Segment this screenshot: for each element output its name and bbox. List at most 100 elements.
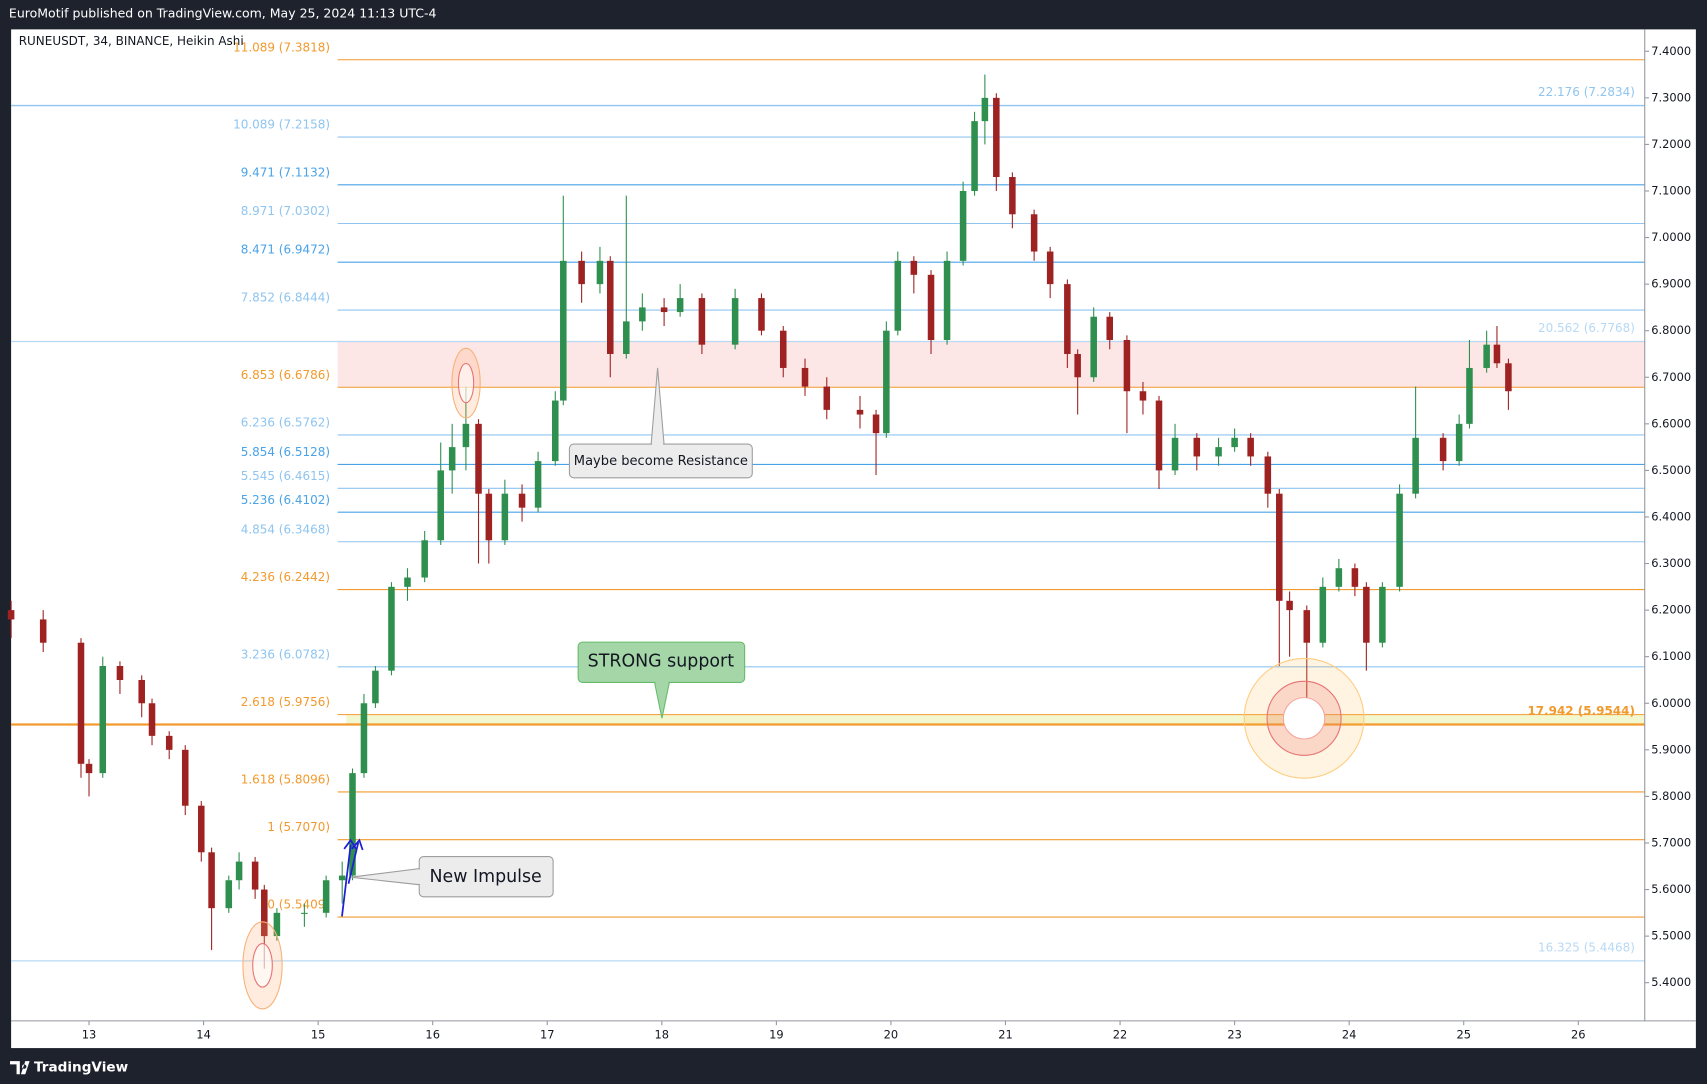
axes [11,29,1696,1022]
fib-label: 10.089 (7.2158) [233,118,330,132]
candle-body [437,470,444,541]
level-label: 22.176 (7.2834) [1538,85,1635,99]
highlight-circles [242,347,1365,1010]
fib-label: 1 (5.7070) [267,820,330,834]
candle-body [225,880,233,909]
candle-body [698,298,706,345]
candle-body [99,666,107,774]
fib-label: 5.545 (6.4615) [241,469,330,483]
circle [1282,697,1326,740]
x-tick-label: 20 [884,1028,899,1042]
candle-body [1276,493,1283,601]
candle-body [676,298,684,313]
candle-body [1171,437,1179,471]
y-tick-label: 6.7000 [1651,370,1691,384]
fib-label: 6.853 (6.6786) [241,368,330,382]
impulse-arrows [341,838,364,917]
candle-body [1505,363,1512,392]
candle-body [1139,391,1147,401]
candle-body [1412,437,1419,494]
fib-label: 5.854 (6.5128) [241,445,330,459]
candle-body [872,414,880,434]
y-tick-label: 7.0000 [1651,230,1691,244]
x-tick-label: 16 [425,1028,440,1042]
callout-text: STRONG support [588,652,735,672]
candle-body [518,493,526,508]
chart-panel [11,29,1696,1049]
y-tick-label: 7.4000 [1651,44,1691,58]
y-tick-label: 6.1000 [1651,649,1691,663]
candle-body [1074,353,1081,378]
candle-body [981,97,989,122]
candle-body [251,861,259,890]
candle-body [1215,447,1222,457]
x-tick-label: 19 [769,1028,784,1042]
y-tick-label: 5.6000 [1651,882,1691,896]
candle-body [148,703,156,736]
callout-text: Maybe become Resistance [574,454,748,469]
y-tick-label: 6.6000 [1651,416,1691,430]
candle-body [758,298,765,331]
y-tick-label: 5.5000 [1651,929,1691,943]
candle-body [1351,568,1359,587]
candle-body [993,97,1000,178]
footer: TradingView [10,1060,129,1076]
candle-body [77,642,85,764]
level-label: 20.562 (6.7768) [1538,321,1635,335]
candle-body [552,400,559,462]
candle-body [138,679,145,704]
candle-body [485,493,493,541]
x-tick-label: 17 [540,1028,555,1042]
candle-body [1046,251,1054,285]
y-tick-label: 5.7000 [1651,835,1691,849]
brand-logo [10,1061,30,1075]
candle-body [360,703,368,774]
candle-body [1090,316,1097,378]
arrow [347,838,364,884]
level-label: 16.325 (5.4468) [1538,940,1635,954]
candle-body [1155,400,1163,471]
y-tick-label: 5.9000 [1651,742,1691,756]
callout-join [655,679,669,684]
candle-body [235,861,243,881]
candle-body [779,330,787,368]
chart-title: RUNEUSDT, 34, BINANCE, Heikin Ashi [19,34,244,48]
zones [337,341,1645,725]
callout-join [417,869,422,884]
candle-body [1123,340,1131,392]
x-tick-label: 25 [1456,1028,1471,1042]
candle-body [560,260,567,401]
fib-label: 8.471 (6.9472) [241,243,330,257]
candle-body [1455,423,1463,462]
candle-body [1247,437,1254,457]
candle-body [322,880,330,913]
y-tick-label: 5.4000 [1651,975,1691,989]
candle-body [388,586,395,671]
candle-body [606,260,614,354]
y-tick-label: 7.2000 [1651,137,1691,151]
candle-body [1363,586,1370,643]
candle-body [823,386,831,410]
y-tick-label: 7.1000 [1651,183,1691,197]
x-tick-label: 21 [998,1028,1013,1042]
candle-body [883,330,890,434]
candle-body [421,540,428,578]
callout-join [652,441,664,447]
y-tick-label: 6.3000 [1651,556,1691,570]
y-tick-label: 6.0000 [1651,696,1691,710]
candle-body [165,735,173,750]
circle [252,943,273,988]
fib-label: 6.236 (6.5762) [241,415,330,429]
candle-body [1335,568,1343,587]
x-tick-label: 13 [82,1028,97,1042]
candle-body [448,447,456,471]
candle-body [801,367,809,387]
candle-body [959,190,967,261]
candle-body [623,321,630,354]
price-zone [346,714,1645,725]
candle-body [927,274,935,341]
brand-name: TradingView [34,1060,129,1076]
fib-label: 0 (5.5409) [267,898,330,912]
candle-body [943,260,951,341]
x-tick-label: 14 [196,1028,211,1042]
